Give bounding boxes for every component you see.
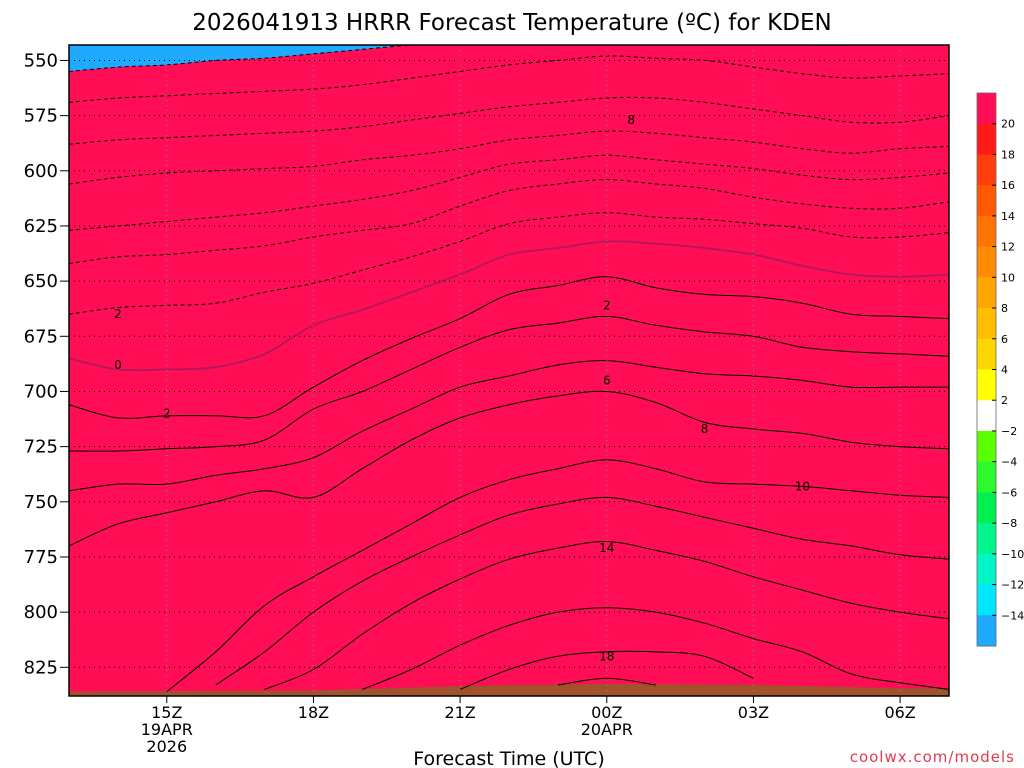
colorbar-label: 20 <box>1001 118 1015 131</box>
band-below-20 <box>69 45 949 696</box>
y-tick-label: 575 <box>24 106 58 127</box>
colorbar-swatch <box>977 308 996 340</box>
contour-label: 8 <box>701 422 709 436</box>
x-tick-label: 18Z <box>298 703 329 722</box>
contour-label: 6 <box>603 373 611 387</box>
colorbar-label: 18 <box>1001 148 1015 161</box>
colorbar-label: 12 <box>1001 241 1015 254</box>
isotherm-2 <box>69 276 949 419</box>
y-tick-label: 675 <box>24 326 58 347</box>
colorbar-swatch <box>977 93 996 125</box>
colorbar-swatch <box>977 615 996 647</box>
y-tick-label: 775 <box>24 547 58 568</box>
colorbar-swatch <box>977 369 996 401</box>
isotherm-6 <box>69 360 949 492</box>
contour-label: 8 <box>627 113 635 127</box>
colorbar-swatch <box>977 461 996 493</box>
isotherm--4 <box>69 179 949 264</box>
isotherm-12 <box>215 496 949 686</box>
isotherm-0 <box>69 240 949 372</box>
y-axis: 550 575 600 625 650 675 700 725 750 775 800 825 <box>24 50 69 678</box>
colorbar-swatch <box>977 584 996 616</box>
y-tick-label: 700 <box>24 381 58 402</box>
colorbar-swatch <box>977 123 996 155</box>
isotherm-8 <box>69 390 949 547</box>
chart-title: 2026041913 HRRR Forecast Temperature (ºC… <box>192 10 831 36</box>
x-tick-label: 21Z <box>444 703 475 722</box>
colorbar-label: −10 <box>1001 548 1024 561</box>
contour-label: 2 <box>114 307 122 321</box>
colorbar-label: −14 <box>1001 609 1024 622</box>
contour-label: 18 <box>599 649 614 663</box>
isotherm--6 <box>69 154 949 231</box>
credit-text: coolwx.com/models <box>850 748 1015 766</box>
colorbar-swatch <box>977 215 996 248</box>
colorbar-swatch <box>977 492 996 524</box>
contour-label: 2 <box>163 407 171 421</box>
x-axis-label: Forecast Time (UTC) <box>413 748 604 768</box>
y-tick-label: 750 <box>24 492 58 513</box>
y-tick-label: 650 <box>24 271 58 292</box>
colorbar-label: −6 <box>1001 486 1017 499</box>
colorbar-label: 10 <box>1001 271 1015 284</box>
colorbar-swatch <box>977 277 996 309</box>
colorbar-label: 6 <box>1001 333 1008 346</box>
colorbar-swatch <box>977 553 996 586</box>
contour-label: 0 <box>114 358 122 372</box>
x-tick-label: 00Z <box>591 703 622 722</box>
isotherm--12 <box>69 55 949 103</box>
colorbar-swatch <box>977 430 996 463</box>
isotherm-10 <box>166 459 949 692</box>
colorbar-swatch <box>977 523 996 555</box>
colorbar-label: −8 <box>1001 517 1017 530</box>
colorbar-label: −12 <box>1001 579 1024 592</box>
contour-label: 2 <box>603 298 611 312</box>
colorbar-swatch <box>977 400 996 432</box>
isotherm--8 <box>69 130 949 185</box>
colorbar-label: 4 <box>1001 364 1008 377</box>
colorbar-swatch <box>977 246 996 278</box>
y-tick-label: 725 <box>24 437 58 458</box>
isotherm-4 <box>69 315 949 452</box>
x-tick-label: 20APR <box>581 720 633 739</box>
colorbar-label: 14 <box>1001 210 1015 223</box>
x-tick-label: 06Z <box>884 703 915 722</box>
x-tick-label: 03Z <box>738 703 769 722</box>
y-tick-label: 800 <box>24 602 58 623</box>
x-tick-label: 2026 <box>146 737 187 756</box>
isotherm--10 <box>69 96 949 145</box>
x-tick-label: 15Z <box>151 703 182 722</box>
colorbar-swatch <box>977 154 996 186</box>
band-coldest <box>69 45 852 72</box>
colorbar-label: 16 <box>1001 179 1015 192</box>
isotherm--2 <box>69 212 949 315</box>
y-tick-label: 600 <box>24 161 58 182</box>
colorbar-label: 8 <box>1001 302 1008 315</box>
y-tick-label: 550 <box>24 50 58 71</box>
x-tick-label: 19APR <box>141 720 193 739</box>
colorbar-swatch <box>977 185 996 217</box>
contour-label: 10 <box>795 479 810 493</box>
isotherm-18 <box>459 650 754 690</box>
terrain-ground <box>69 683 949 696</box>
colorbar-label: −4 <box>1001 456 1017 469</box>
colorbar-label: −2 <box>1001 425 1017 438</box>
y-tick-label: 825 <box>24 657 58 678</box>
colorbar-swatch <box>977 338 996 370</box>
contour-label: 14 <box>599 541 614 555</box>
isotherm--14 <box>69 45 866 72</box>
colorbar: 20 18 16 14 12 10 8 6 4 2 −2 −4 −6 −8 −10 −12 −14 <box>976 92 1024 647</box>
isotherm-14 <box>264 540 949 690</box>
y-tick-label: 625 <box>24 216 58 237</box>
colorbar-label: 2 <box>1001 394 1008 407</box>
isotherm-20 <box>557 677 656 686</box>
plot-frame <box>68 44 950 697</box>
